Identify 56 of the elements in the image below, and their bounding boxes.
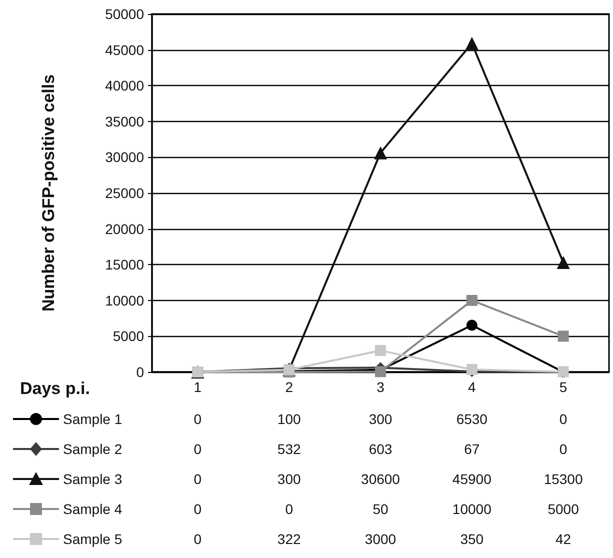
data-label: 100 (277, 411, 301, 427)
data-label: 0 (559, 441, 568, 457)
y-tick-label: 0 (136, 364, 144, 380)
data-label: 6530 (456, 411, 488, 427)
y-tick-label: 20000 (105, 220, 144, 237)
y-axis-title: Number of GFP-positive cells (39, 74, 58, 312)
data-label: 3000 (364, 531, 396, 547)
x-tick-label: 5 (559, 379, 568, 395)
data-label: 5000 (548, 501, 579, 517)
point (374, 146, 387, 160)
legend-label: Sample 5 (63, 531, 122, 547)
legend-label: Sample 4 (63, 501, 122, 517)
data-label: 50 (372, 501, 388, 517)
point (375, 345, 386, 356)
x-tick-label: 4 (468, 379, 476, 395)
point (466, 320, 478, 331)
y-tick-label: 30000 (105, 149, 144, 166)
y-tick-label: 50000 (105, 6, 144, 22)
data-label: 0 (194, 441, 202, 457)
data-label: 350 (460, 531, 484, 547)
data-label: 67 (464, 441, 480, 457)
data-label: 300 (277, 471, 301, 487)
data-label: 0 (285, 501, 293, 517)
point (466, 294, 478, 306)
data-label: 10000 (452, 501, 492, 517)
point (466, 364, 478, 375)
point (558, 330, 569, 342)
y-tick-label: 25000 (105, 185, 144, 201)
y-tick-label: 45000 (105, 42, 144, 58)
data-label: 0 (194, 501, 202, 517)
data-label: 15300 (544, 471, 583, 487)
x-tick-label: 3 (376, 379, 385, 395)
y-tick-label: 15000 (105, 256, 144, 273)
x-axis-title: Days p.i. (20, 379, 90, 399)
y-tick-label: 40000 (105, 78, 144, 94)
data-label: 0 (194, 471, 202, 487)
data-label: 532 (277, 441, 301, 457)
data-label: 30600 (361, 471, 400, 487)
x-tick-label: 2 (285, 379, 294, 395)
data-label: 0 (194, 411, 202, 427)
y-tick-label: 5000 (112, 328, 144, 344)
legend-label: Sample 2 (63, 441, 122, 457)
data-label: 322 (277, 531, 301, 547)
y-tick-label: 10000 (105, 292, 144, 308)
point (556, 256, 570, 269)
data-label: 603 (368, 441, 392, 457)
x-tick-label: 1 (194, 379, 202, 395)
legend-label: Sample 1 (63, 411, 122, 427)
data-label: 300 (368, 411, 392, 427)
data-label: 45900 (452, 471, 492, 487)
data-label: 0 (194, 531, 202, 547)
point (465, 36, 478, 50)
legend-label: Sample 3 (63, 471, 122, 487)
data-label: 42 (556, 531, 572, 547)
data-label: 0 (559, 411, 568, 427)
y-tick-label: 35000 (105, 113, 144, 130)
